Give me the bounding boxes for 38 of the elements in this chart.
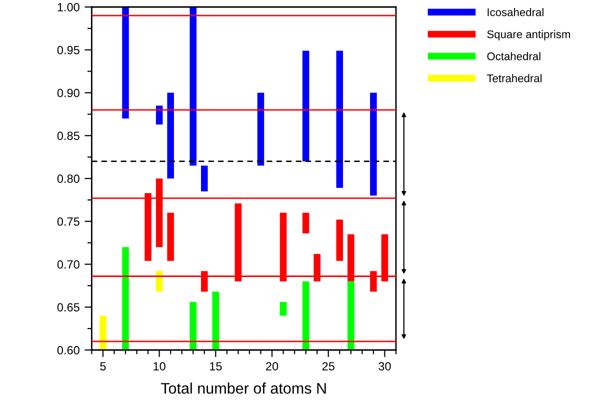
x-tick-label: 20 [266,362,278,370]
y-tick-label: 0.80 [57,174,80,183]
bar [336,220,344,261]
bar [122,247,129,350]
bar [302,212,310,234]
bar [336,50,344,188]
y-tick-label: 0.60 [57,346,80,354]
bar [201,166,208,192]
x-tick-label: 25 [322,362,334,370]
x-axis-title: Total number of atoms N [160,382,326,394]
bar [190,302,196,350]
bar [167,212,174,261]
bar [302,50,310,162]
bar [348,281,354,350]
bar [257,92,264,166]
y-tick-label: 0.90 [57,88,80,98]
bar [190,7,196,166]
bar [212,292,220,350]
bar [370,92,377,196]
x-tick-label: 15 [210,362,222,370]
y-tick-label: 0.95 [57,46,80,54]
legend-label: Octahedral [487,52,540,60]
x-tick-label: 5 [100,362,106,370]
legend-label: Square antiprism [487,30,570,40]
y-tick-label: 0.85 [57,132,80,140]
bar [100,316,106,350]
x-tick-label: 30 [378,362,391,370]
y-tick-label: 0.70 [57,260,80,269]
y-tick-label: 0.75 [57,217,80,226]
bar [280,302,287,316]
legend-label: Icosahedral [488,8,544,16]
bar [302,281,310,350]
bar [122,7,129,118]
legend-label: Tetrahedral [486,74,542,82]
x-tick-label: 10 [154,362,166,370]
bar [167,92,174,178]
y-tick-label: 1.00 [58,3,80,12]
y-tick-label: 0.65 [57,303,80,312]
